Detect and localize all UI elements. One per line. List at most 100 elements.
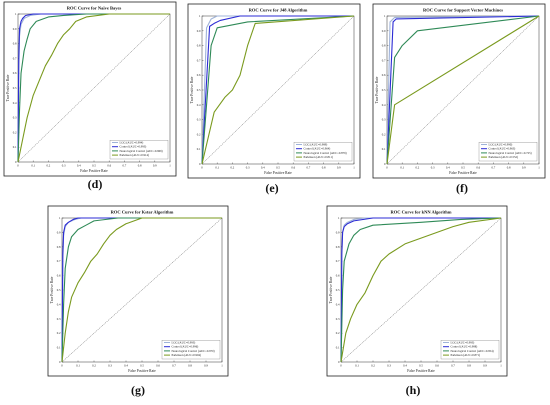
y-axis-label: True Positive Rate <box>190 76 194 103</box>
x-axis-label: False Positive Rate <box>407 369 435 373</box>
x-tick-label: 0.1 <box>215 166 219 170</box>
y-tick-label: 0.1 <box>336 346 340 350</box>
y-tick-label: 0.9 <box>197 29 201 33</box>
x-tick-label: 0.3 <box>108 364 112 368</box>
x-tick-label: 0.7 <box>172 364 176 368</box>
y-tick-label: 0.2 <box>197 132 201 136</box>
x-tick-label: 0.5 <box>419 364 423 368</box>
y-tick-label: 0.6 <box>336 274 340 278</box>
x-tick-label: 0.5 <box>140 364 144 368</box>
y-tick-label: 1 <box>384 14 386 18</box>
y-tick-label: 0.1 <box>57 346 61 350</box>
y-tick-label: 1 <box>15 12 17 16</box>
chart-title: ROC Curve for Kstar Algorithm <box>111 210 174 215</box>
y-tick-label: 0.4 <box>13 101 17 105</box>
y-tick-label: 0.7 <box>382 58 386 62</box>
panel-letter-e: (e) <box>265 181 278 195</box>
y-tick-label: 0.5 <box>382 88 386 92</box>
legend-entry: Control (AUC=0.988) <box>451 345 478 349</box>
y-tick-label: 0.4 <box>197 103 201 107</box>
y-tick-label: 0.2 <box>13 130 17 134</box>
chart-title: ROC Curve for Support Vector Machines <box>423 8 503 13</box>
y-tick-label: 0.1 <box>13 145 17 149</box>
series-line-2 <box>386 15 540 165</box>
y-tick-label: 0.7 <box>336 259 340 263</box>
y-tick-label: 0.8 <box>382 44 386 48</box>
x-tick-label: 0.6 <box>107 164 111 168</box>
x-tick-label: 0.8 <box>507 166 511 170</box>
y-tick-label: 0.3 <box>13 116 17 120</box>
x-tick-label: 0.6 <box>156 364 160 368</box>
y-tick-label: 0.6 <box>382 73 386 77</box>
x-tick-label: 0.9 <box>153 164 157 168</box>
y-tick-label: 0.3 <box>336 317 340 321</box>
x-tick-label: 1 <box>538 166 540 170</box>
y-tick-label: 0 <box>199 162 201 166</box>
y-axis-label: True Positive Rate <box>375 76 379 103</box>
x-tick-label: 0.9 <box>483 364 487 368</box>
legend-entry: Parkinson (AUC=0.811) <box>304 155 333 159</box>
series-line-2 <box>61 217 222 363</box>
x-tick-label: 0.1 <box>31 164 35 168</box>
y-tick-label: 0.4 <box>336 302 340 306</box>
series-line-4 <box>61 217 222 363</box>
x-tick-label: 0.7 <box>123 164 127 168</box>
chart-title: ROC Curve for J48 Algorithm <box>249 8 308 13</box>
legend-entry: LGG (AUC=0.990) <box>489 143 513 147</box>
y-tick-label: 0.1 <box>382 147 386 151</box>
y-tick-label: 0.8 <box>57 245 61 249</box>
y-tick-label: 1 <box>338 216 340 220</box>
x-tick-label: 0.9 <box>204 364 208 368</box>
y-tick-label: 0.5 <box>197 88 201 92</box>
panel-letter-d: (d) <box>88 177 103 191</box>
series-line-4 <box>201 15 355 165</box>
x-tick-label: 0.7 <box>492 166 496 170</box>
x-tick-label: 0.8 <box>467 364 471 368</box>
y-tick-label: 0.8 <box>197 44 201 48</box>
y-tick-label: 0.9 <box>13 27 17 31</box>
chance-diagonal-line <box>17 13 171 163</box>
series-line-1 <box>386 15 540 165</box>
x-tick-label: 0.3 <box>431 166 435 170</box>
x-tick-label: 0.4 <box>77 164 81 168</box>
x-tick-label: 0.4 <box>403 364 407 368</box>
y-tick-label: 0.7 <box>13 56 17 60</box>
panel-letter-f: (f) <box>456 181 468 195</box>
y-tick-label: 0.4 <box>382 103 386 107</box>
x-tick-label: 0.4 <box>446 166 450 170</box>
legend-box <box>161 340 221 360</box>
x-axis-label: False Positive Rate <box>128 369 156 373</box>
x-tick-label: 0.8 <box>322 166 326 170</box>
x-tick-label: 0.7 <box>307 166 311 170</box>
chart-title: ROC Curve for Naïve Bayes <box>67 6 122 11</box>
series-line-3 <box>340 217 502 363</box>
x-tick-label: 0.3 <box>62 164 66 168</box>
y-tick-label: 1 <box>59 216 61 220</box>
x-tick-label: 0 <box>17 164 19 168</box>
legend-entry: Control (AUC=0.996) <box>172 345 199 349</box>
x-tick-label: 0.3 <box>387 364 391 368</box>
x-tick-label: 0.2 <box>416 166 420 170</box>
panel-letter-h: (h) <box>406 383 421 397</box>
x-tick-label: 0.3 <box>246 166 250 170</box>
legend-entry: LGG (AUC=0.989) <box>304 143 328 147</box>
legend-entry: Parkinson (AUC=0.904) <box>172 353 202 357</box>
x-tick-label: 0 <box>61 364 63 368</box>
y-tick-label: 0 <box>384 162 386 166</box>
x-tick-label: 0.1 <box>355 364 359 368</box>
x-tick-label: 0 <box>386 166 388 170</box>
x-tick-label: 0.6 <box>291 166 295 170</box>
x-axis-label: False Positive Rate <box>449 171 477 175</box>
legend-entry: Neurological Control (AUC=0.725) <box>489 151 532 155</box>
y-tick-label: 0.2 <box>336 331 340 335</box>
y-tick-label: 0 <box>15 160 17 164</box>
legend-entry: LGG (AUC=0.993) <box>172 341 196 345</box>
legend-entry: LGG (AUC=0.994) <box>120 141 144 145</box>
y-tick-label: 0.9 <box>57 230 61 234</box>
x-axis-label: False Positive Rate <box>264 171 292 175</box>
chance-diagonal-line <box>201 15 355 165</box>
roc-chart-2: ROC Curve for J48 Algorithm False Positiv… <box>187 3 361 179</box>
series-line-3 <box>17 13 170 163</box>
chance-diagonal-line <box>386 15 540 165</box>
